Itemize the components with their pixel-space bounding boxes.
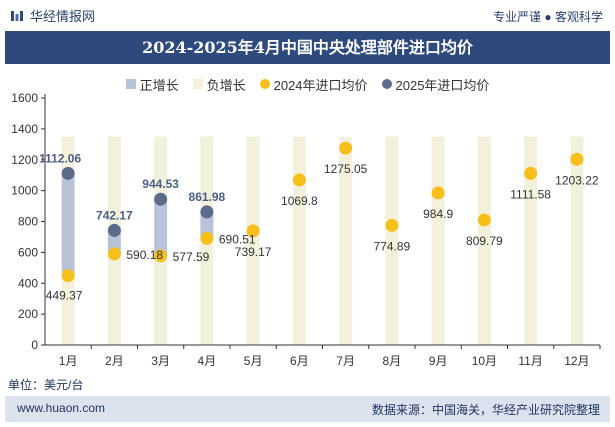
data-label-2025: 742.17 [96,208,133,222]
point-2024 [477,213,491,227]
change-bar [200,211,214,239]
y-tick-label: 1000 [11,184,38,198]
chart-legend: 正增长 负增长 2024年进口均价 2025年进口均价 [0,74,615,94]
background-bar [107,136,121,231]
point-2025 [200,205,214,219]
background-bar [200,136,214,212]
point-2024 [339,141,353,155]
footer-bar: www.huaon.com 数据来源：中国海关，华经产业研究院整理 [5,396,610,422]
data-label-2024: 984.9 [423,207,453,221]
background-bar [524,136,538,345]
top-bar: 华经情报网 专业严谨 ● 客观科学 [0,0,615,30]
x-tick-label: 4月 [198,354,217,368]
data-label-2024: 590.18 [126,248,163,262]
legend-label-2024: 2024年进口均价 [273,77,368,93]
legend-item-negative: 负增长 [192,74,246,94]
background-bar [477,136,491,345]
legend-label-2025: 2025年进口均价 [395,77,490,93]
background-bar [154,255,168,345]
x-tick-label: 5月 [244,354,263,368]
y-tick-label: 1400 [11,122,38,136]
legend-dot-2024 [259,79,270,89]
data-label-2024: 774.89 [374,239,411,253]
legend-item-2024: 2024年进口均价 [259,74,368,94]
data-label-2024: 690.51 [219,232,256,246]
brand-name: 华经情报网 [30,9,96,24]
data-label-2025: 1112.06 [39,151,81,165]
legend-item-positive: 正增长 [125,74,179,94]
legend-swatch-positive [125,79,136,89]
data-label-2024: 809.79 [466,234,503,248]
point-2024 [246,224,260,238]
brand-logo-icon [11,10,23,21]
point-2024 [107,247,121,261]
background-bar [246,136,260,345]
point-2024 [524,166,538,180]
legend-label-negative: 负增长 [206,77,246,93]
data-label-2024: 1275.05 [324,162,368,176]
data-label-2024: 739.17 [235,245,272,259]
y-tick-label: 1200 [11,153,38,167]
background-bar [339,136,353,345]
x-tick-label: 6月 [290,354,309,368]
slogan: 专业严谨 ● 客观科学 [493,10,603,24]
change-bar [107,230,121,254]
y-tick-label: 400 [18,276,38,290]
legend-label-positive: 正增长 [139,77,179,93]
x-tick-label: 2月 [105,354,124,368]
legend-dot-2025 [381,79,392,89]
data-label-2025: 861.98 [189,190,226,204]
y-tick-label: 600 [18,245,38,259]
site-url: www.huaon.com [17,401,106,415]
data-label-2024: 449.37 [46,289,83,303]
point-2024 [431,186,445,200]
point-2024 [200,231,214,245]
change-bar [154,199,168,256]
x-tick-label: 3月 [151,354,170,368]
change-bar [61,173,75,276]
point-2025 [154,192,168,206]
x-tick-label: 7月 [336,354,355,368]
point-2024 [154,249,168,263]
y-tick-label: 200 [18,307,38,321]
background-bar [61,275,75,345]
chart-title: 2024-2025年4月中国中央处理部件进口均价 [5,31,610,64]
data-label-2024: 577.59 [173,250,210,264]
background-bar [570,136,584,345]
point-2025 [61,166,75,180]
point-2024 [292,173,306,187]
point-2025 [107,223,121,237]
data-label-2024: 1111.58 [510,187,551,201]
background-bar [61,136,75,174]
y-tick-label: 1600 [11,91,38,105]
x-tick-label: 8月 [383,354,402,368]
legend-item-2025: 2025年进口均价 [381,74,490,94]
data-label-2025: 944.53 [142,177,179,191]
point-2024 [570,152,584,166]
x-tick-label: 11月 [518,354,542,368]
unit-label: 单位：美元/台 [8,378,84,392]
data-label-2024: 1203.22 [555,173,599,187]
background-bar [431,136,445,345]
legend-swatch-negative [192,79,203,89]
point-2024 [61,269,75,283]
background-bar [292,136,306,345]
background-bar [385,136,399,345]
y-tick-label: 800 [18,215,38,229]
x-tick-label: 12月 [564,354,589,368]
y-tick-label: 0 [31,338,38,352]
x-tick-label: 10月 [472,354,497,368]
data-label-2024: 1069.8 [281,194,318,208]
point-2024 [385,218,399,232]
brand: 华经情报网 [10,6,95,25]
x-tick-label: 1月 [59,354,78,368]
x-tick-label: 9月 [429,354,448,368]
background-bar [154,136,168,200]
background-bar [200,238,214,345]
data-source: 数据来源：中国海关，华经产业研究院整理 [371,403,600,417]
background-bar [107,253,121,345]
